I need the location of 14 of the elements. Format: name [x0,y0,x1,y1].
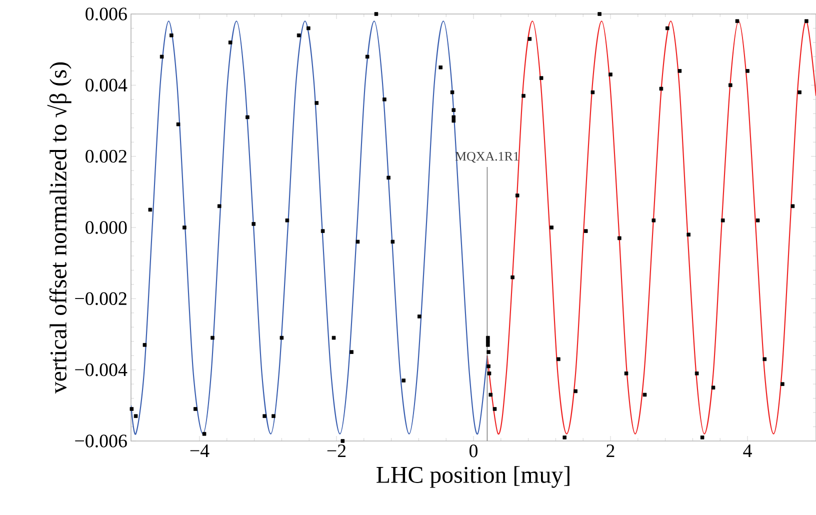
y-axis-title: vertical offset normalized to √β (s) [47,62,72,394]
x-tick-label: 2 [606,444,614,458]
x-tick-label: 4 [743,444,752,457]
x-tick-label: −4 [190,444,210,457]
x-axis-title: LHC position [muy] [376,466,570,488]
y-tick-label: 0.002 [86,150,126,163]
y-tick-label: 0.006 [86,8,127,20]
x-tick-label: −2 [327,444,346,458]
y-tick-label: −0.002 [75,292,126,306]
x-tick-label: 0 [469,444,478,458]
y-tick-label: −0.006 [75,434,127,448]
y-tick-label: 0.000 [86,221,127,234]
y-tick-label: 0.004 [86,78,128,92]
y-tick-label: −0.004 [75,363,128,376]
